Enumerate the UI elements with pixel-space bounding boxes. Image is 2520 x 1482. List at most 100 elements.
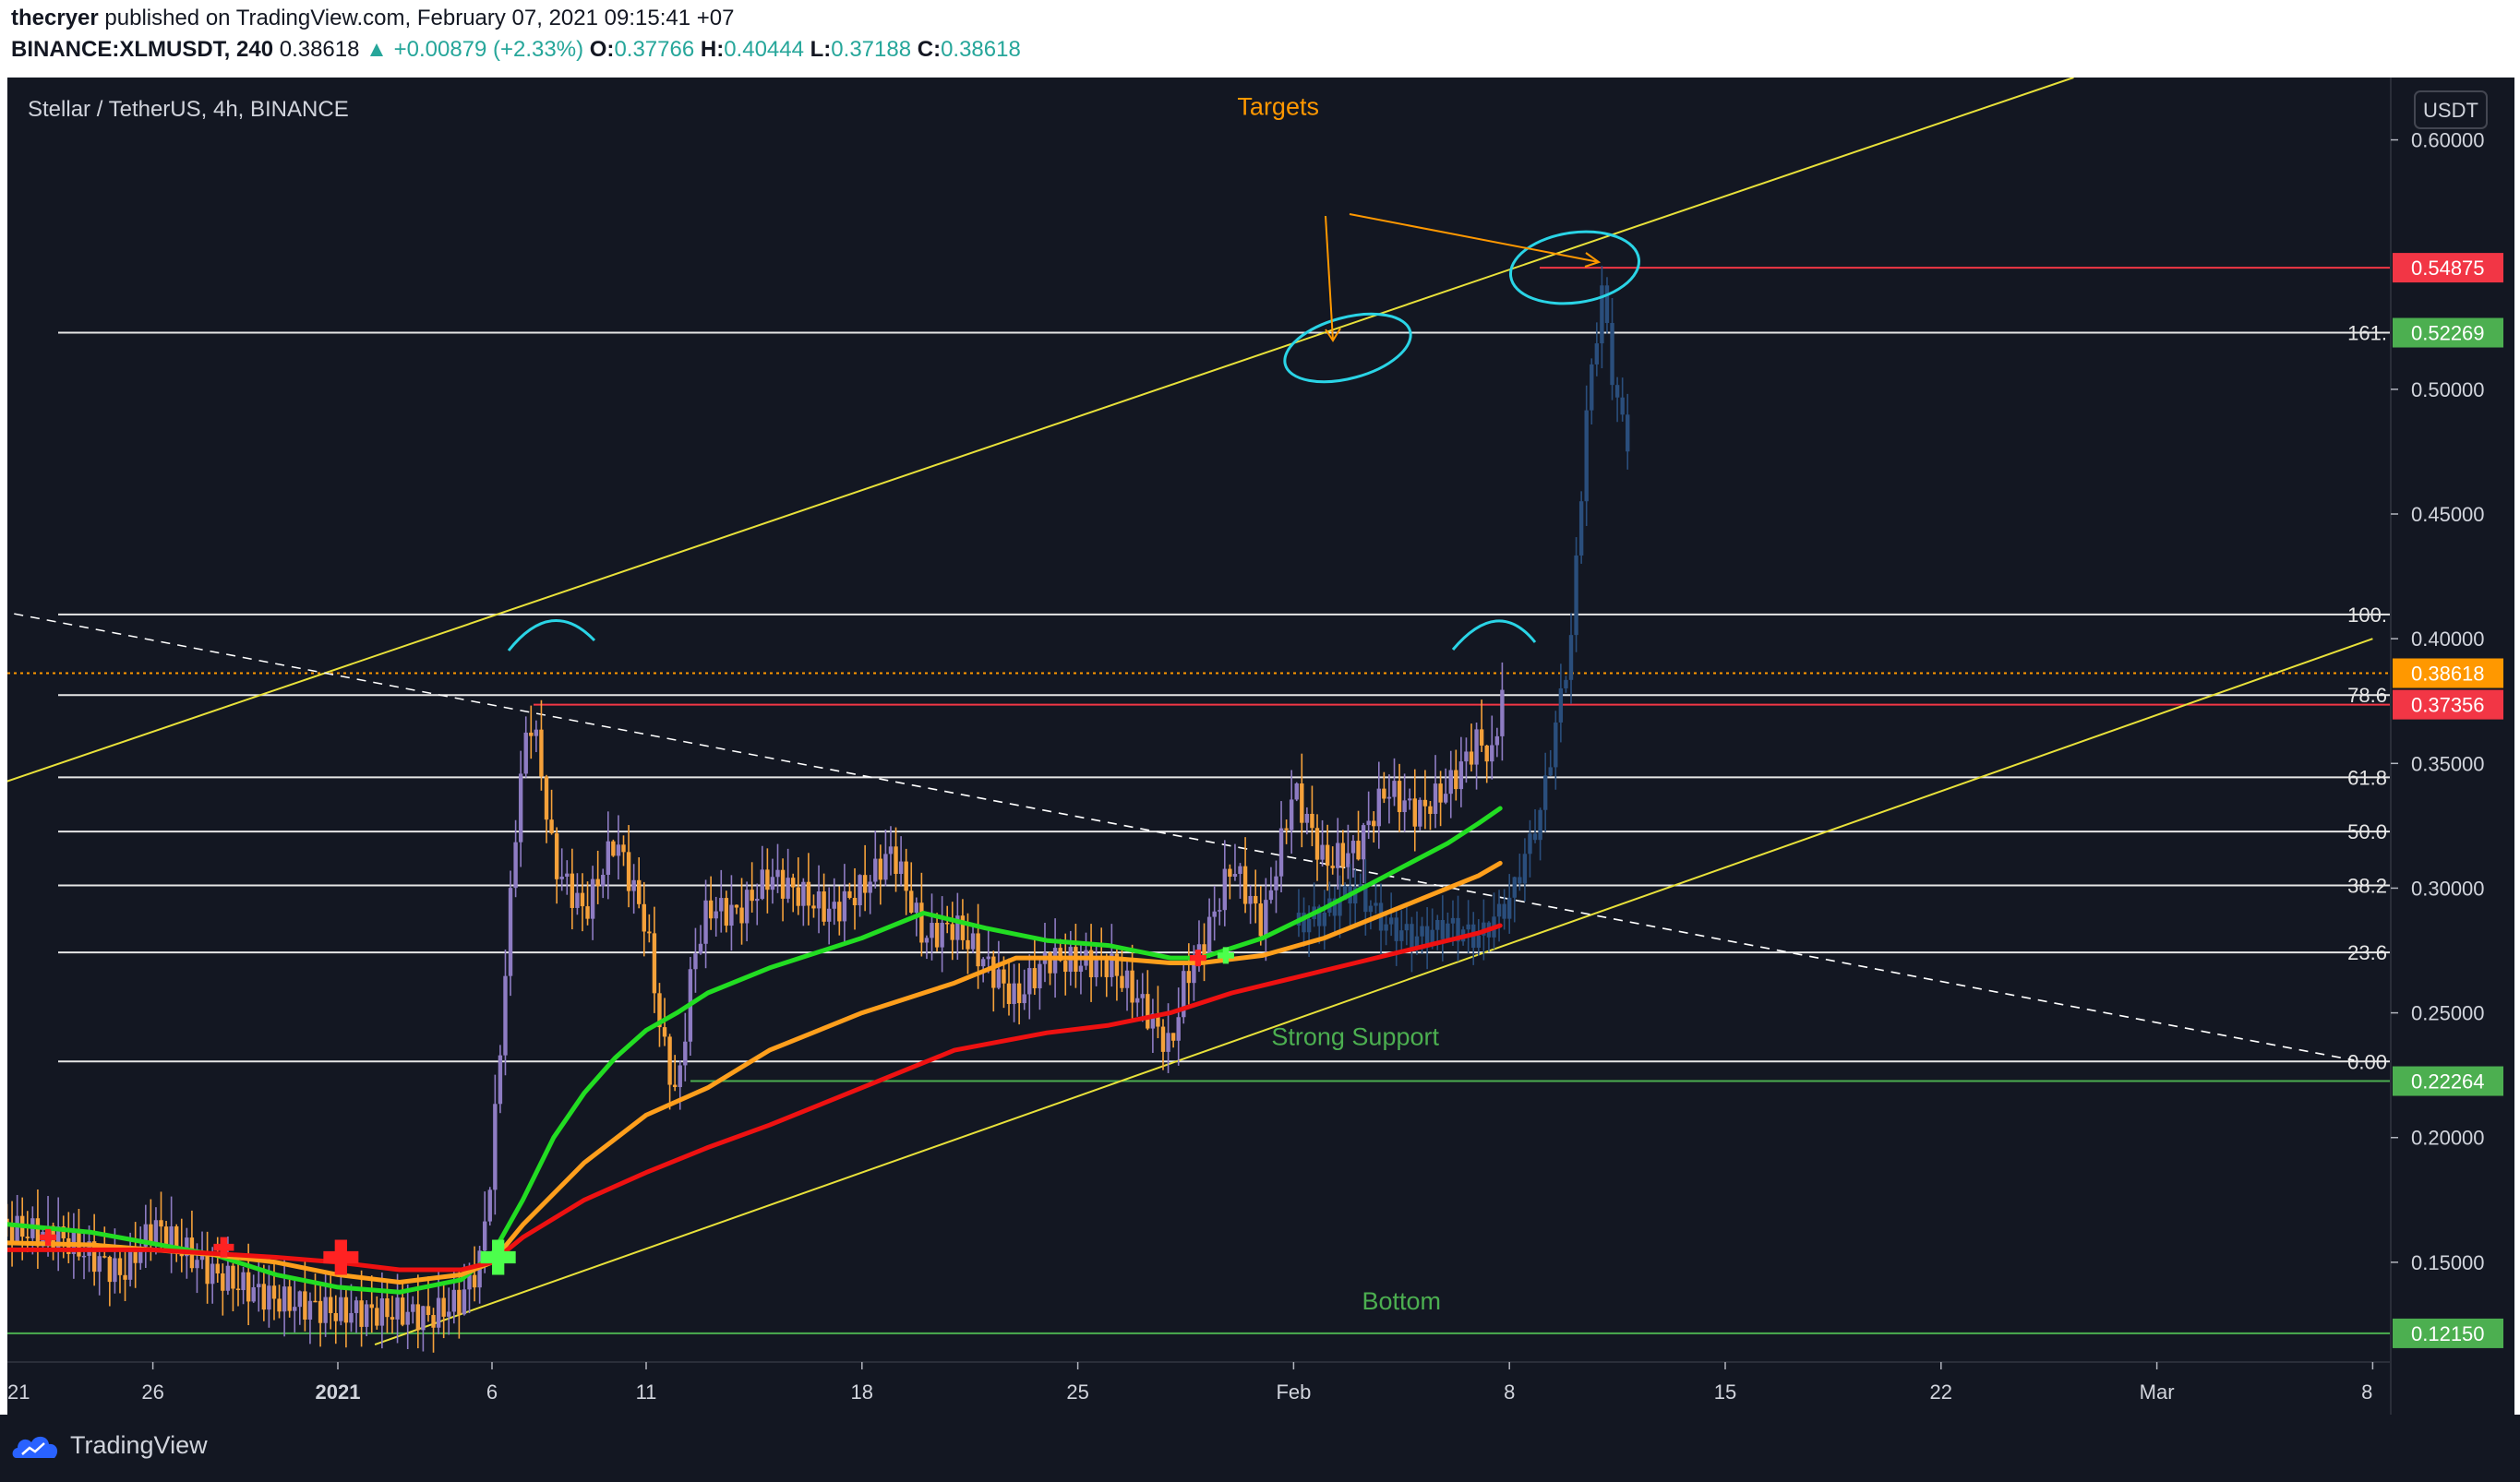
candle-body xyxy=(1124,970,1130,988)
candle-body xyxy=(1238,866,1242,875)
projection-candle xyxy=(1528,833,1532,855)
candle-body xyxy=(585,906,590,919)
candle-body xyxy=(1438,783,1443,803)
top-arc xyxy=(1451,619,1537,651)
chart-area[interactable]: 161. 100. 78.6 61.8 50.0 38.2 23.6 0.00 Targets S… xyxy=(7,78,2514,1415)
sell-signal-cross xyxy=(213,1237,234,1258)
candle-body xyxy=(1114,953,1120,976)
candle-body xyxy=(307,1300,313,1321)
candle-body xyxy=(986,956,990,960)
candle-body xyxy=(837,902,842,922)
candle-body xyxy=(544,776,549,820)
candle-body xyxy=(590,878,595,919)
candle-body xyxy=(873,858,878,882)
candle-body xyxy=(15,1215,19,1243)
sell-signal-cross xyxy=(40,1228,57,1246)
candle-body xyxy=(760,869,765,899)
candle-body xyxy=(894,846,898,875)
candle-body xyxy=(282,1286,287,1312)
candle-body xyxy=(888,846,894,855)
candle-body xyxy=(313,1300,318,1303)
candle-body xyxy=(1464,751,1469,762)
candle-body xyxy=(1490,745,1494,762)
candle-body xyxy=(333,1312,338,1321)
candle-body xyxy=(1170,1033,1176,1041)
high-value: 0.40444 xyxy=(724,37,804,62)
candle-body xyxy=(1330,866,1335,868)
projection-candle xyxy=(1574,555,1578,636)
candle-body xyxy=(1094,956,1098,978)
candle-body xyxy=(775,869,780,878)
price-chart[interactable]: 161. 100. 78.6 61.8 50.0 38.2 23.6 0.00 Targets S… xyxy=(7,78,2514,1415)
candle-body xyxy=(1372,820,1376,827)
target-arrow xyxy=(1349,213,1600,263)
candle-body xyxy=(251,1286,256,1302)
candle-body xyxy=(133,1246,138,1263)
projection-candle xyxy=(1590,364,1594,411)
time-tick-label: 21 xyxy=(7,1380,30,1404)
price-tick-label: 0.15000 xyxy=(2411,1251,2485,1274)
close-value: 0.38618 xyxy=(941,37,1021,62)
candle-body xyxy=(1218,910,1222,912)
candle-body xyxy=(1474,729,1479,765)
candle-body xyxy=(81,1255,87,1258)
candle-body xyxy=(379,1298,385,1326)
target-arrow-head xyxy=(1325,328,1341,342)
candle-body xyxy=(513,842,518,889)
candle-body xyxy=(601,875,606,887)
fib-level-label: 50.0 xyxy=(2347,820,2387,843)
candle-body xyxy=(708,900,714,919)
candle-body xyxy=(1110,953,1114,977)
price-change: +0.00879 (+2.33%) xyxy=(393,37,584,62)
candle-body xyxy=(966,939,970,950)
candle-body xyxy=(826,908,832,922)
candle-body xyxy=(1248,895,1253,904)
projection-candle xyxy=(1568,635,1574,680)
candle-body xyxy=(930,923,934,938)
projection-candle xyxy=(1476,935,1481,949)
candle-body xyxy=(339,1297,343,1321)
projection-candle xyxy=(1584,410,1589,502)
projection-candle xyxy=(1620,397,1625,415)
fib-level-label: 0.00 xyxy=(2347,1050,2387,1073)
candle-body xyxy=(1382,788,1386,799)
candle-body xyxy=(163,1226,169,1250)
candle-body xyxy=(369,1304,374,1309)
candle-body xyxy=(729,904,734,926)
candle-body xyxy=(1134,998,1140,1003)
candle-body xyxy=(606,841,611,876)
candle-body xyxy=(467,1274,472,1290)
candle-body xyxy=(980,959,986,967)
projection-candle xyxy=(1578,501,1584,556)
projection-candle xyxy=(1332,898,1338,916)
candle-body xyxy=(411,1304,415,1312)
candle-body xyxy=(1022,994,1026,1004)
candle-body xyxy=(1058,948,1062,962)
candle-body xyxy=(1160,1026,1166,1052)
target-arrow-head xyxy=(1584,252,1602,268)
candle-body xyxy=(955,915,960,940)
low-value: 0.37188 xyxy=(831,37,912,62)
price-badge-label: 0.54875 xyxy=(2411,257,2485,280)
candle-body xyxy=(1376,788,1382,827)
candle-body xyxy=(174,1225,179,1249)
tradingview-brand[interactable]: TradingView xyxy=(11,1431,208,1460)
candle-body xyxy=(1202,944,1206,957)
fib-level-label: 38.2 xyxy=(2347,874,2387,897)
projection-candle xyxy=(1554,722,1558,768)
candle-body xyxy=(996,969,1002,988)
target-arrow xyxy=(1325,215,1334,341)
candle-body xyxy=(1386,796,1392,799)
projection-candle xyxy=(1440,919,1446,939)
time-tick-label: 26 xyxy=(141,1380,163,1404)
candle-body xyxy=(791,878,796,888)
candle-body xyxy=(934,923,940,948)
trendline xyxy=(7,78,2074,783)
projection-candle xyxy=(1604,285,1610,324)
candle-body xyxy=(441,1297,446,1317)
candle-body xyxy=(575,892,580,908)
candle-body xyxy=(750,890,754,902)
price-badge-label: 0.37356 xyxy=(2411,694,2485,717)
candle-body xyxy=(1052,948,1058,974)
price-badge xyxy=(2393,658,2503,688)
